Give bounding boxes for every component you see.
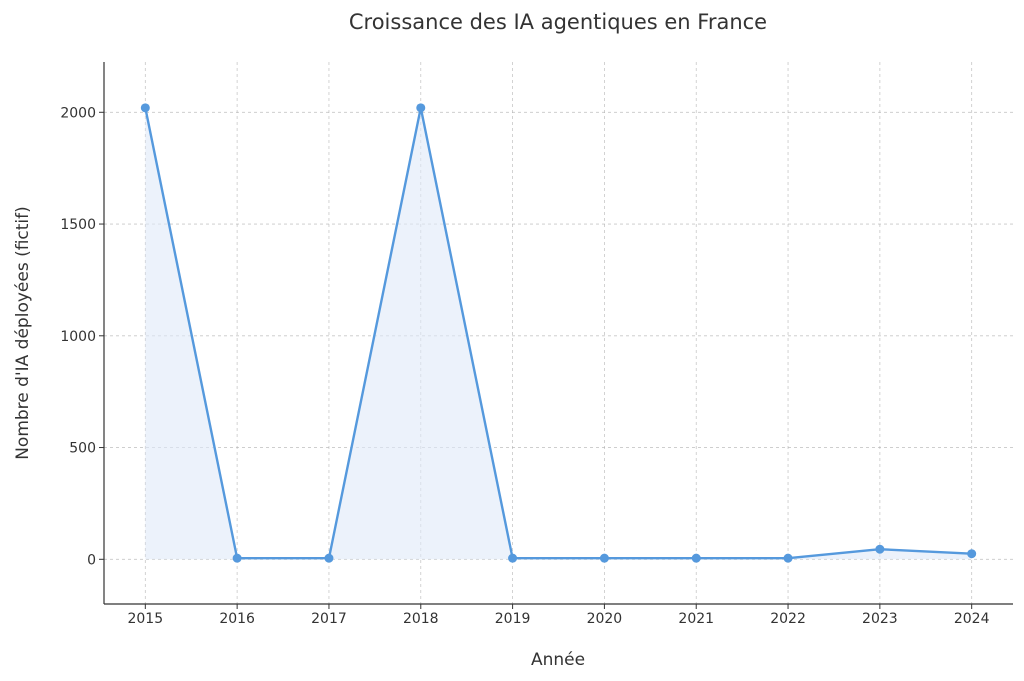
x-tick-label: 2022 — [770, 611, 806, 627]
y-axis-ticks: 0 500 1000 1500 2000 — [60, 105, 104, 568]
data-point — [416, 103, 426, 113]
x-tick-label: 2021 — [678, 611, 714, 627]
x-tick-label: 2017 — [311, 611, 347, 627]
series-area-fill — [145, 107, 972, 560]
chart-title: Croissance des IA agentiques en France — [349, 10, 767, 34]
x-tick-label: 2024 — [954, 611, 990, 627]
data-point — [140, 103, 150, 113]
data-point — [967, 549, 977, 559]
x-tick-label: 2020 — [587, 611, 623, 627]
data-point — [783, 553, 793, 563]
y-tick-label: 0 — [87, 552, 96, 568]
data-point — [324, 553, 334, 563]
x-tick-label: 2023 — [862, 611, 898, 627]
area-layer — [145, 107, 972, 560]
x-tick-label: 2019 — [495, 611, 531, 627]
x-axis-label: Année — [531, 650, 585, 670]
data-point — [508, 553, 518, 563]
y-tick-label: 500 — [69, 441, 96, 457]
x-tick-label: 2015 — [127, 611, 163, 627]
y-tick-label: 2000 — [60, 105, 96, 121]
x-tick-label: 2016 — [219, 611, 255, 627]
data-point — [691, 553, 701, 563]
line-layer — [144, 106, 972, 560]
grid — [104, 62, 1013, 604]
axes — [103, 62, 1013, 605]
x-tick-label: 2018 — [403, 611, 439, 627]
data-point — [232, 553, 242, 563]
x-axis-ticks: 2015 2016 2017 2018 2019 2020 2021 2022 2023 2024 — [127, 604, 990, 627]
series-line — [144, 106, 972, 560]
y-tick-label: 1500 — [60, 217, 96, 233]
data-point — [875, 544, 885, 554]
y-axis-label: Nombre d'IA déployées (fictif) — [13, 206, 33, 460]
data-point — [599, 553, 609, 563]
point-layer — [140, 103, 977, 563]
y-tick-label: 1000 — [60, 329, 96, 345]
